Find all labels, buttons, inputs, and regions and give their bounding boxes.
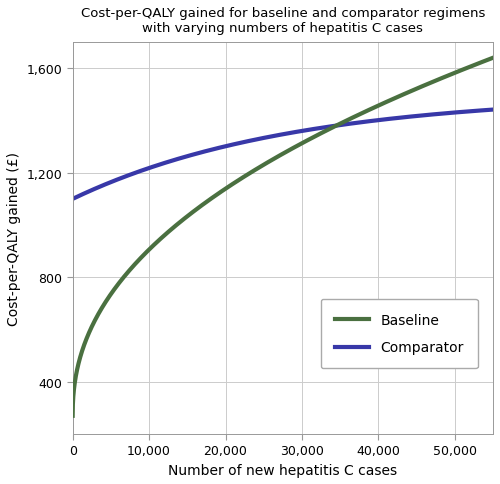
Comparator: [91, 187, 97, 193]
Comparator: [478, 108, 484, 114]
X-axis label: Number of new hepatitis C cases: Number of new hepatitis C cases: [168, 463, 398, 477]
Comparator: [274, 133, 280, 139]
Baseline: [490, 56, 496, 61]
Title: Cost-per-QALY gained for baseline and comparator regimens
with varying numbers o: Cost-per-QALY gained for baseline and co…: [80, 7, 485, 35]
Baseline: [263, 161, 269, 167]
Baseline: [91, 319, 97, 325]
Baseline: [400, 92, 406, 98]
Line: Baseline: Baseline: [72, 59, 493, 416]
Baseline: [478, 60, 484, 66]
Baseline: [478, 60, 484, 66]
Comparator: [70, 197, 75, 202]
Comparator: [490, 107, 496, 113]
Y-axis label: Cost-per-QALY gained (£): Cost-per-QALY gained (£): [7, 152, 21, 325]
Line: Comparator: Comparator: [72, 110, 493, 199]
Legend: Baseline, Comparator: Baseline, Comparator: [320, 299, 478, 369]
Comparator: [478, 108, 484, 114]
Baseline: [70, 413, 75, 419]
Comparator: [263, 136, 269, 141]
Comparator: [400, 115, 406, 121]
Baseline: [274, 155, 280, 161]
